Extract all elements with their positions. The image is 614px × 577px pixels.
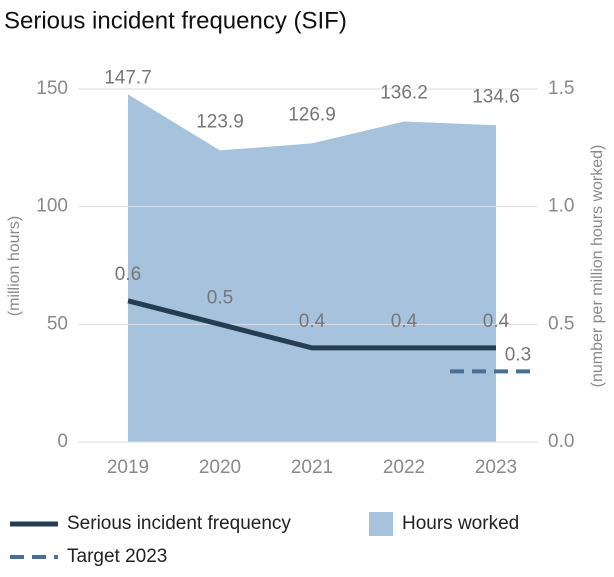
data-label: 136.2 — [380, 82, 428, 103]
x-tick-label: 2022 — [383, 457, 425, 478]
legend-label: Serious incident frequency — [67, 513, 291, 534]
y2-tick-label: 0.0 — [548, 431, 574, 452]
x-tick-label: 2020 — [199, 457, 241, 478]
data-label: 0.6 — [115, 264, 141, 285]
y-tick-label: 100 — [36, 196, 68, 217]
x-tick-label: 2023 — [475, 457, 517, 478]
legend-label: Target 2023 — [67, 546, 167, 567]
x-tick-label: 2019 — [107, 457, 149, 478]
y2-tick-label: 1.5 — [548, 78, 574, 99]
y2-tick-label: 1.0 — [548, 196, 574, 217]
y-tick-label: 0 — [57, 431, 68, 452]
data-label: 0.3 — [505, 344, 531, 365]
area — [128, 94, 496, 443]
legend-swatch — [369, 512, 393, 536]
data-label: 123.9 — [196, 111, 244, 132]
legend-label: Hours worked — [402, 513, 519, 534]
y2-tick-label: 0.5 — [548, 313, 574, 334]
x-tick-label: 2021 — [291, 457, 333, 478]
data-label: 0.4 — [299, 311, 326, 332]
y-tick-label: 50 — [47, 313, 68, 334]
data-label: 0.5 — [207, 287, 233, 308]
data-label: 134.6 — [472, 86, 520, 107]
line — [127, 298, 496, 351]
y2-axis-label: (number per million hours worked) — [589, 145, 606, 388]
data-label: 126.9 — [288, 104, 336, 125]
y-axis-label: (million hours) — [6, 216, 23, 316]
chart-title: Serious incident frequency (SIF) — [4, 7, 347, 34]
data-label: 0.4 — [391, 311, 418, 332]
data-label: 147.7 — [104, 67, 152, 88]
y-tick-label: 150 — [36, 78, 68, 99]
data-label: 0.4 — [483, 311, 510, 332]
